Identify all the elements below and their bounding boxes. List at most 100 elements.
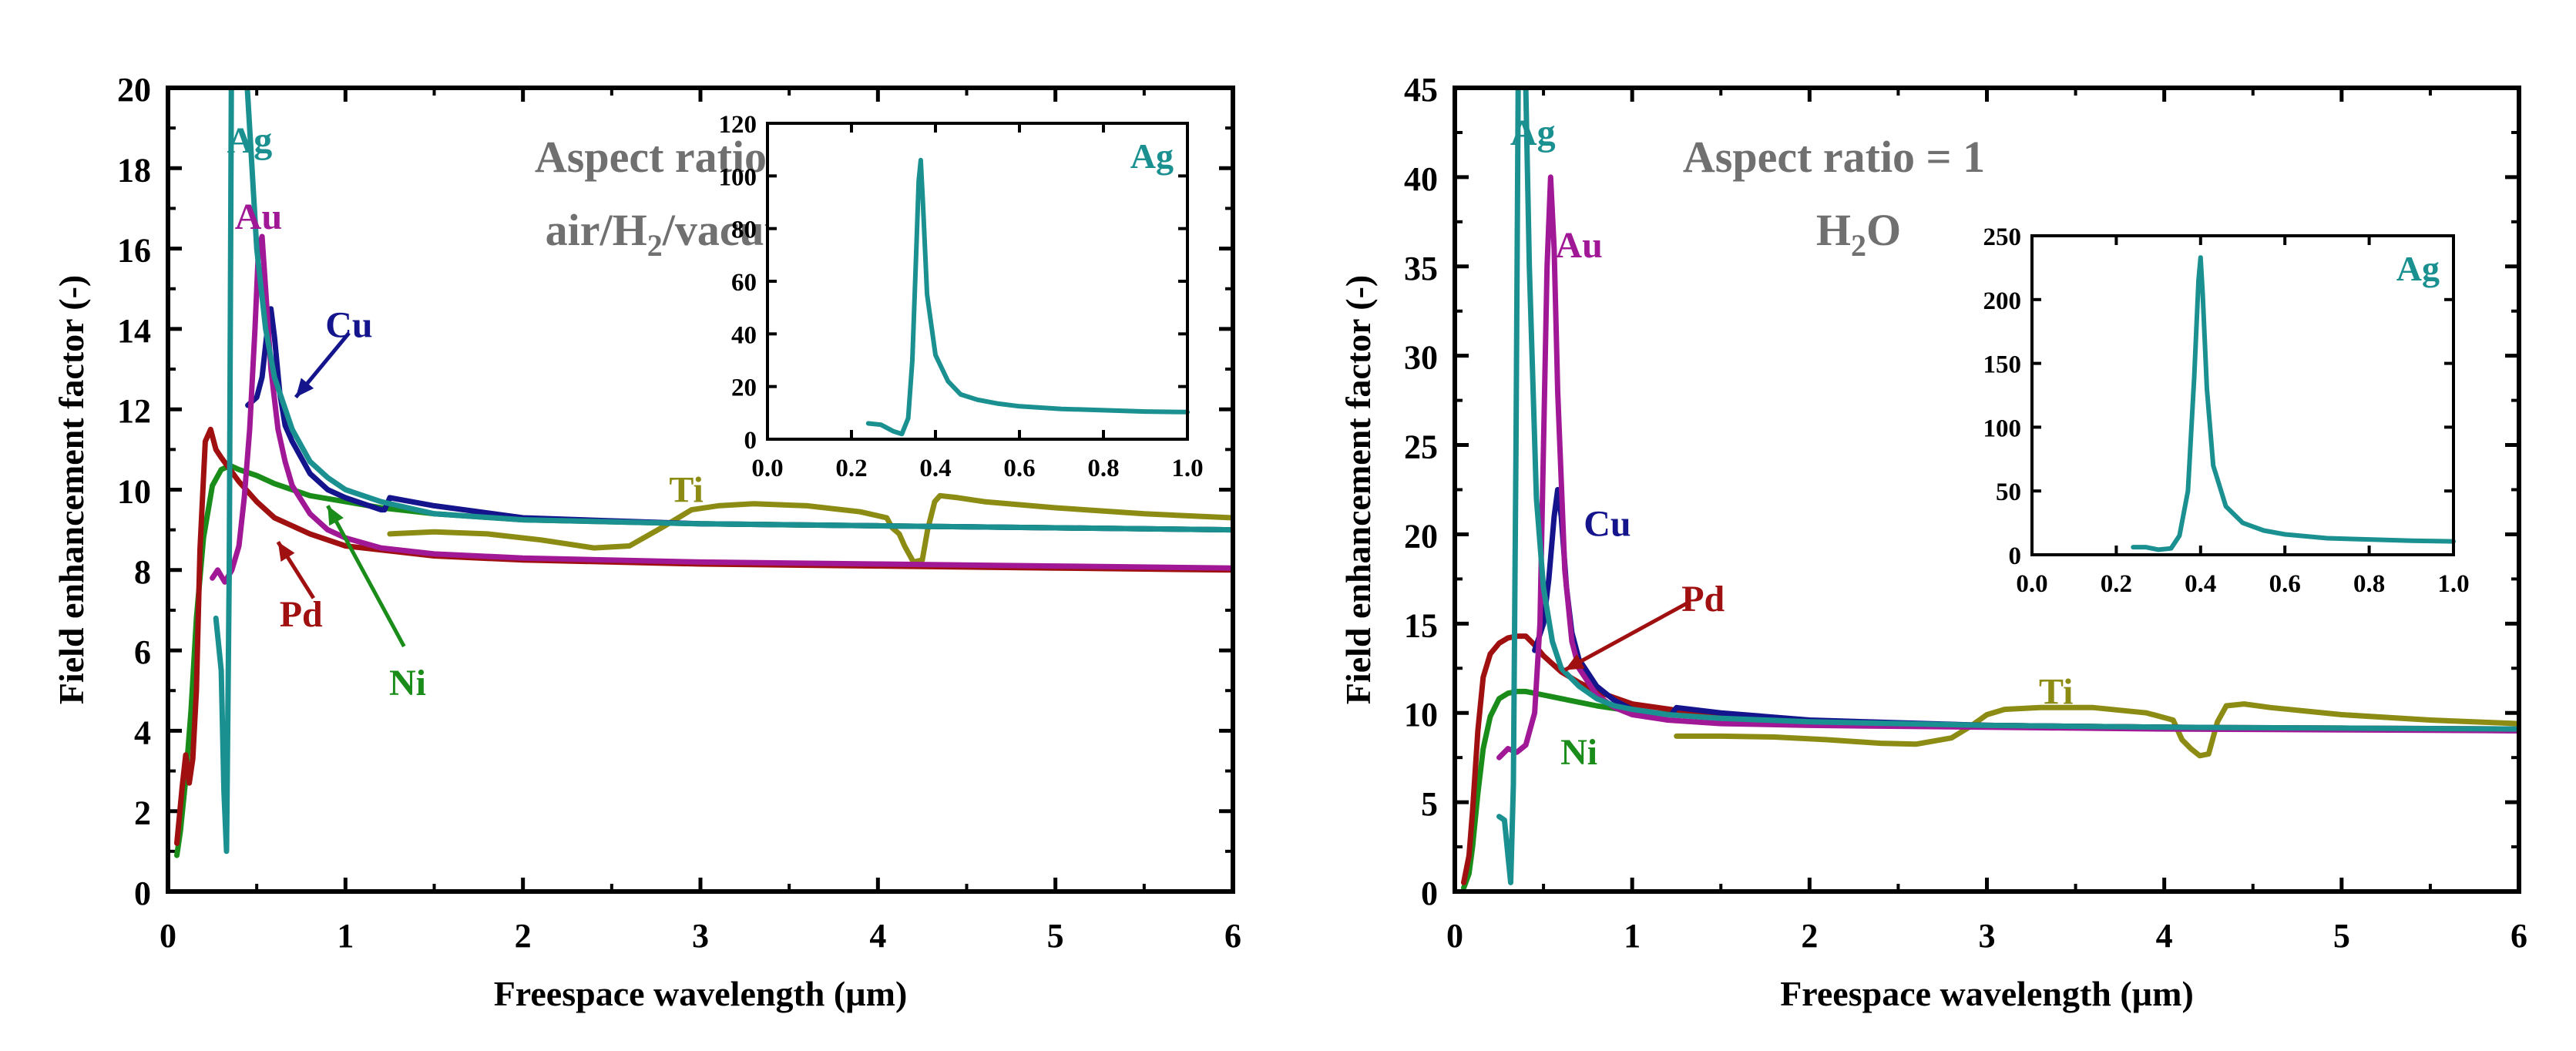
x-tick-label: 6 xyxy=(1224,917,1241,955)
series-line-ni xyxy=(1461,688,2519,891)
x-tick-label: 6 xyxy=(2511,917,2527,955)
inset-y-tick-label: 100 xyxy=(719,163,757,191)
series-label-cu: Cu xyxy=(1584,504,1631,545)
series-line-au xyxy=(1496,174,2519,761)
inset-x-tick-label: 0.0 xyxy=(751,455,783,482)
pointer-arrow-ni xyxy=(326,505,406,648)
x-tick-label: 0 xyxy=(1446,917,1463,955)
y-tick-label: 5 xyxy=(1421,785,1438,823)
inset-x-tick-label: 0.8 xyxy=(1087,455,1119,482)
inset-x-tick-label: 0.0 xyxy=(2016,570,2047,598)
series-label-pd: Pd xyxy=(1681,579,1725,620)
y-tick-label: 14 xyxy=(117,312,151,350)
x-tick-label: 2 xyxy=(515,917,532,955)
series-line-pd xyxy=(1461,633,2519,885)
inset-x-tick-label: 0.2 xyxy=(2101,570,2132,598)
annotation-aspect-ratio: Aspect ratio = 1 xyxy=(1683,132,1985,182)
series-group xyxy=(174,88,1233,858)
x-tick-label: 4 xyxy=(869,917,886,955)
series-label-cu: Cu xyxy=(325,305,372,346)
series-label-ag: Ag xyxy=(227,120,273,161)
y-tick-label: 6 xyxy=(134,633,151,671)
annotation-medium: H2O xyxy=(1816,205,1901,263)
inset-y-tick-label: 150 xyxy=(1983,351,2022,379)
inset-y-tick-label: 120 xyxy=(719,111,757,139)
plot-frame xyxy=(1453,86,2521,894)
y-tick-label: 35 xyxy=(1404,250,1438,287)
series-line-au xyxy=(210,233,1233,585)
inset-y-tick-label: 250 xyxy=(1983,223,2022,251)
x-axis-title: Freespace wavelength (µm) xyxy=(494,974,908,1013)
y-tick-label: 8 xyxy=(134,553,151,591)
pointer-arrowhead-cu xyxy=(295,378,314,398)
x-tick-label: 1 xyxy=(337,917,354,955)
series-line-ag xyxy=(1496,88,2519,885)
y-tick-label: 20 xyxy=(1404,517,1438,555)
plot-frame xyxy=(166,86,1235,894)
x-tick-label: 2 xyxy=(1801,917,1818,955)
inset-background xyxy=(2032,236,2453,555)
series-label-au: Au xyxy=(1555,225,1602,266)
inset-y-tick-label: 200 xyxy=(1983,287,2022,315)
inset-x-tick-label: 0.4 xyxy=(919,455,951,482)
series-label-ni: Ni xyxy=(1560,732,1597,773)
inset-chart: 0.0 0.2 0.4 0.6 0.8 1.0 0 20 40 60 80 100 120 Ag xyxy=(719,111,1204,482)
y-axis-title: Field enhancement factor (-) xyxy=(1338,275,1378,704)
medium-subscript: 2 xyxy=(647,228,663,263)
y-tick-label: 45 xyxy=(1404,71,1438,109)
x-tick-label: 4 xyxy=(2156,917,2173,955)
inset-x-tick-label: 1.0 xyxy=(2437,570,2469,598)
y-tick-label: 12 xyxy=(117,392,151,430)
inset-x-tick-label: 0.6 xyxy=(1003,455,1035,482)
y-tick-label: 25 xyxy=(1404,428,1438,466)
pointer-arrowhead-pd xyxy=(277,542,295,562)
y-tick-label: 10 xyxy=(117,473,151,511)
series-label-pd: Pd xyxy=(280,594,323,635)
series-label-au: Au xyxy=(235,196,282,237)
series-line-ag xyxy=(213,88,1233,855)
y-tick-label: 20 xyxy=(117,71,151,109)
medium-part: O xyxy=(1866,205,1901,255)
medium-part: H xyxy=(1816,205,1851,255)
inset-x-tick-label: 0.8 xyxy=(2353,570,2385,598)
inset-label-ag: Ag xyxy=(2396,249,2440,288)
y-tick-label: 10 xyxy=(1404,696,1438,734)
series-label-ag: Ag xyxy=(1510,112,1556,153)
series-group xyxy=(1461,88,2519,891)
inset-frame xyxy=(2030,234,2455,556)
inset-y-tick-label: 80 xyxy=(731,217,757,244)
inset-frame xyxy=(766,122,1189,441)
x-tick-label: 0 xyxy=(160,917,176,955)
inset-y-tick-label: 60 xyxy=(731,269,757,297)
pointer-arrowhead-pd xyxy=(1564,653,1585,670)
medium-subscript: 2 xyxy=(1851,228,1866,263)
series-label-ti: Ti xyxy=(2039,671,2073,712)
x-tick-label: 1 xyxy=(1624,917,1641,955)
x-tick-label: 3 xyxy=(692,917,709,955)
inset-y-tick-label: 20 xyxy=(731,374,757,402)
inset-chart: 0.0 0.2 0.4 0.6 0.8 1.0 0 50 100 150 200 250 Ag xyxy=(1983,223,2470,598)
pointer-arrowhead-ni xyxy=(327,505,344,526)
inset-y-tick-label: 0 xyxy=(2009,542,2022,570)
inset-series-line-ag xyxy=(2131,255,2456,552)
y-axis-title: Field enhancement factor (-) xyxy=(52,275,91,704)
inset-y-tick-label: 0 xyxy=(744,427,757,455)
y-tick-label: 30 xyxy=(1404,339,1438,377)
inset-label-ag: Ag xyxy=(1130,136,1174,176)
inset-x-tick-label: 1.0 xyxy=(1171,455,1203,482)
y-tick-label: 16 xyxy=(117,232,151,270)
inset-x-tick-label: 0.6 xyxy=(2269,570,2301,598)
series-line-ti xyxy=(1674,701,2519,759)
series-label-ni: Ni xyxy=(389,663,426,703)
y-tick-label: 4 xyxy=(134,714,151,751)
y-tick-label: 15 xyxy=(1404,606,1438,644)
x-axis-title: Freespace wavelength (µm) xyxy=(1780,974,2194,1013)
inset-y-tick-label: 40 xyxy=(731,321,757,349)
y-tick-label: 18 xyxy=(117,151,151,189)
inset-background xyxy=(767,123,1187,439)
y-tick-label: 2 xyxy=(134,794,151,832)
x-tick-label: 3 xyxy=(1979,917,1996,955)
